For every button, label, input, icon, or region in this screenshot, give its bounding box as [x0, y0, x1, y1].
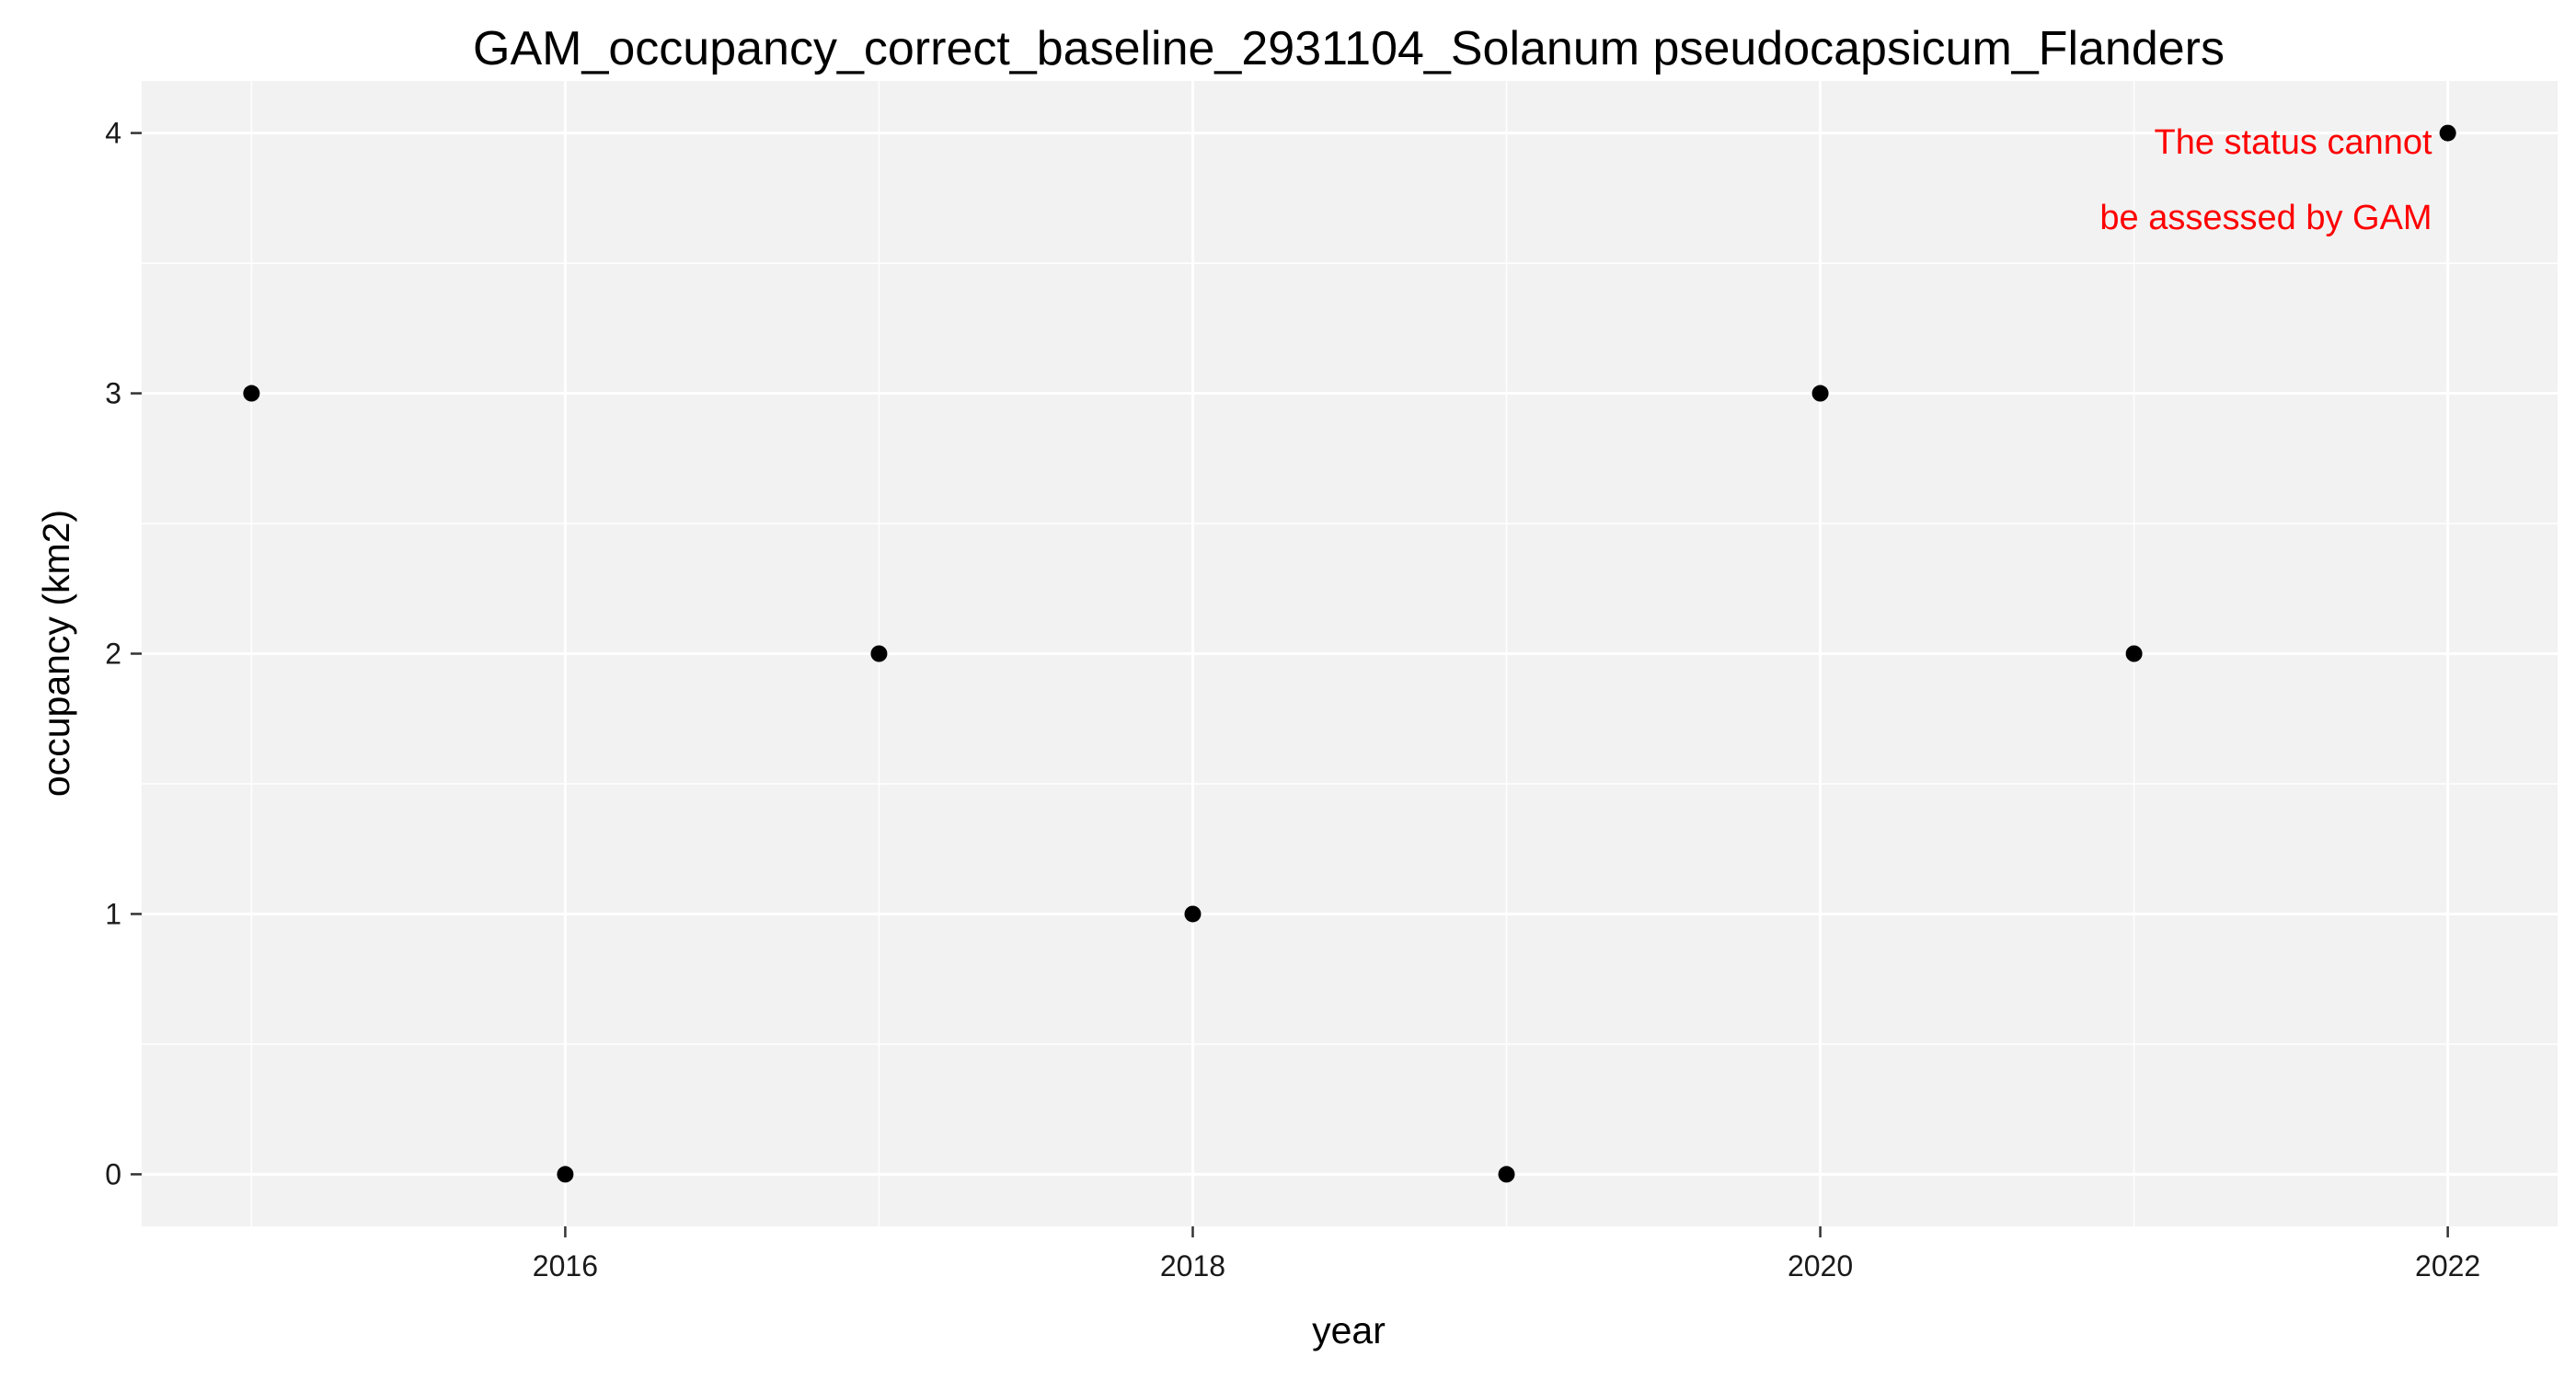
y-tick-label: 3 — [105, 377, 121, 410]
status-annotation: The status cannot be assessed by GAM — [2099, 123, 2432, 237]
y-axis: 0 1 2 3 4 — [105, 117, 142, 1190]
x-tick-label: 2018 — [1160, 1249, 1225, 1282]
data-point — [1498, 1166, 1515, 1183]
y-axis-title: occupancy (km2) — [35, 510, 77, 797]
x-tick-label: 2020 — [1788, 1249, 1853, 1282]
major-gridlines — [142, 81, 2558, 1226]
x-tick-label: 2016 — [533, 1249, 598, 1282]
data-point — [1811, 385, 1829, 402]
annotation-line: be assessed by GAM — [2099, 199, 2432, 237]
data-point — [243, 385, 260, 402]
x-tick-label: 2022 — [2415, 1249, 2480, 1282]
data-point — [2125, 645, 2143, 662]
data-point — [2439, 124, 2456, 142]
x-axis: 2016 2018 2020 2022 — [533, 1226, 2480, 1282]
y-tick-label: 1 — [105, 897, 121, 930]
x-axis-title: year — [1312, 1309, 1386, 1351]
data-point — [1184, 905, 1202, 923]
y-tick-label: 4 — [105, 117, 121, 150]
data-point — [870, 645, 888, 662]
chart-title: GAM_occupancy_correct_baseline_2931104_S… — [473, 22, 2225, 75]
y-tick-label: 2 — [105, 638, 121, 671]
data-point — [557, 1166, 574, 1183]
minor-gridlines — [142, 81, 2558, 1226]
data-points — [243, 124, 2456, 1183]
annotation-line: The status cannot — [2155, 123, 2433, 162]
y-tick-label: 0 — [105, 1157, 121, 1190]
